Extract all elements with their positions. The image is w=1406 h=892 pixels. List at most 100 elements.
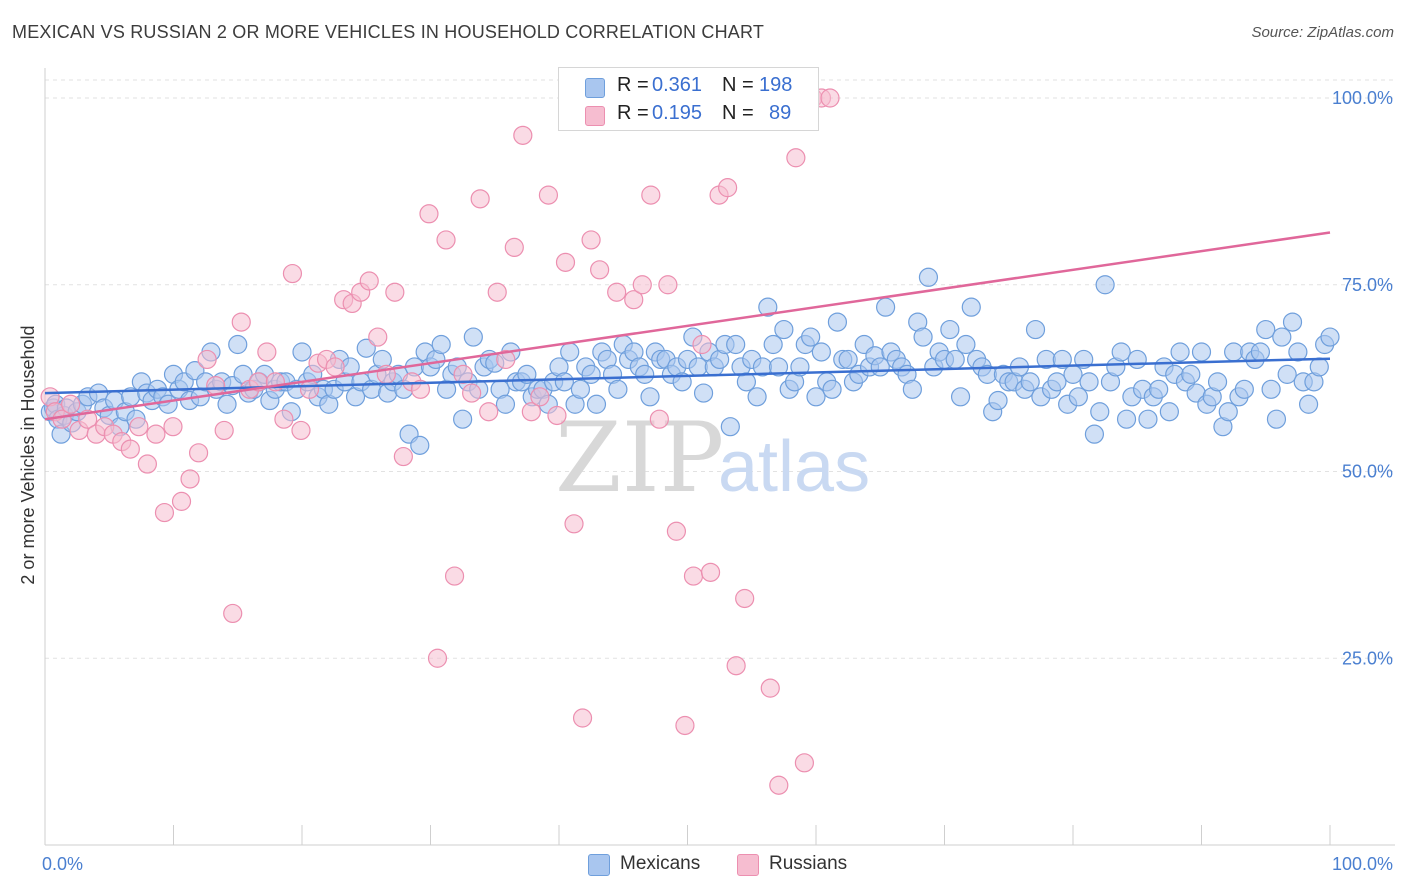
- russians-trend-line: [44, 231, 1331, 421]
- mexicans-point: [945, 349, 965, 370]
- mexicans-point: [747, 387, 767, 407]
- legend-n-label: N =: [722, 102, 754, 124]
- russians-point: [530, 387, 550, 407]
- russians-point: [137, 454, 157, 474]
- russians-point: [163, 417, 183, 437]
- mexicans-point: [1149, 379, 1169, 399]
- mexicans-point: [1047, 372, 1067, 392]
- legend: R = 0.361 N = 198 R = 0.195 N = 89: [558, 67, 819, 131]
- russians-point: [521, 402, 541, 422]
- russians-point: [470, 189, 490, 209]
- legend-row-russians: R = 0.195 N = 89: [559, 100, 818, 128]
- russians-point: [291, 420, 311, 441]
- legend-row-mexicans: R = 0.361 N = 198: [559, 72, 818, 100]
- russians-point: [479, 402, 499, 422]
- russians-point: [214, 420, 234, 441]
- mexicans-point: [870, 357, 890, 377]
- mexicans-point: [586, 394, 607, 414]
- watermark-zip: ZIP: [555, 402, 724, 514]
- bottom-legend: Mexicans Russians: [0, 852, 1406, 878]
- russians-point: [444, 566, 465, 586]
- mexicans-point: [940, 319, 960, 340]
- bottom-legend-swatch-russians: [737, 854, 759, 876]
- y-tick-label: 25.0%: [1342, 648, 1393, 668]
- trend-lines: [44, 231, 1331, 421]
- legend-n-value: 198: [759, 74, 793, 96]
- mexicans-point: [768, 357, 789, 377]
- mexicans-point: [918, 267, 939, 287]
- mexicans-point: [581, 364, 601, 384]
- mexicans-point: [774, 319, 794, 340]
- mexicans-point: [1309, 357, 1329, 377]
- russians-point: [325, 357, 345, 377]
- russians-point: [590, 260, 610, 280]
- mexicans-point: [410, 435, 430, 455]
- mexicans-point: [688, 357, 708, 377]
- russians-point: [427, 648, 448, 668]
- mexicans-point: [495, 394, 516, 414]
- mexicans-point: [217, 394, 237, 414]
- legend-n-value: 89: [769, 102, 792, 124]
- russians-point: [197, 349, 217, 370]
- mexicans-point: [758, 297, 778, 317]
- russians-point: [419, 204, 439, 224]
- russians-point: [769, 775, 789, 795]
- russians-point: [188, 443, 209, 463]
- y-tick-label: 75.0%: [1342, 275, 1393, 295]
- mexicans-point: [961, 297, 981, 317]
- mexicans-point: [1320, 327, 1340, 347]
- mexicans-point: [1207, 372, 1228, 392]
- mexicans-point: [292, 342, 312, 362]
- mexicans-point: [1052, 349, 1072, 370]
- bottom-legend-label-mexicans: Mexicans: [620, 853, 701, 874]
- x-tick-label: 0.0%: [42, 854, 83, 874]
- mexicans-point: [1234, 379, 1254, 399]
- russians-point: [547, 405, 567, 426]
- mexicans-point: [1181, 364, 1201, 384]
- russians-point: [120, 439, 140, 459]
- russians-point: [453, 364, 473, 384]
- russians-point: [180, 469, 200, 489]
- watermark-atlas: atlas: [718, 427, 870, 507]
- mexicans-point: [608, 379, 628, 399]
- mexicans-point: [988, 390, 1008, 411]
- russians-point: [299, 379, 320, 399]
- legend-r-value: 0.195: [652, 102, 703, 124]
- mexicans-point: [1256, 319, 1276, 340]
- legend-swatch-russians: [585, 106, 605, 126]
- russians-point: [60, 394, 81, 414]
- y-tick-labels: 100.0% 75.0% 50.0% 25.0%: [1332, 88, 1393, 668]
- mexicans-point: [1261, 379, 1281, 399]
- mexicans-point: [956, 334, 976, 355]
- russians-point: [666, 521, 687, 541]
- y-tick-label: 100.0%: [1332, 88, 1393, 108]
- russians-point: [683, 566, 704, 586]
- russians-point: [436, 230, 456, 250]
- mexicans-point: [1272, 327, 1292, 347]
- russians-point: [231, 312, 251, 332]
- russians-point: [487, 282, 507, 302]
- russians-point: [171, 491, 192, 511]
- russians-point: [675, 715, 695, 736]
- legend-n-label: N =: [722, 74, 754, 96]
- axes: [44, 68, 1395, 846]
- mexicans-point: [356, 338, 376, 358]
- russians-point: [282, 263, 303, 284]
- russians-point: [206, 375, 226, 396]
- mexicans-point: [635, 364, 655, 384]
- russians-point: [385, 282, 405, 302]
- russians-point: [257, 342, 277, 362]
- russians-point: [718, 178, 738, 198]
- mexicans-point: [158, 394, 178, 414]
- mexicans-point: [902, 379, 922, 399]
- russians-point: [641, 185, 661, 205]
- chart-title: MEXICAN VS RUSSIAN 2 OR MORE VEHICLES IN…: [12, 22, 765, 42]
- mexicans-point: [1191, 342, 1212, 362]
- mexicans-point: [1159, 402, 1179, 422]
- russians-point: [555, 252, 576, 272]
- x-tick-label: 100.0%: [1332, 854, 1393, 874]
- mexicans-point: [876, 297, 896, 317]
- mexicans-point: [228, 334, 248, 355]
- mexicans-point: [431, 334, 451, 355]
